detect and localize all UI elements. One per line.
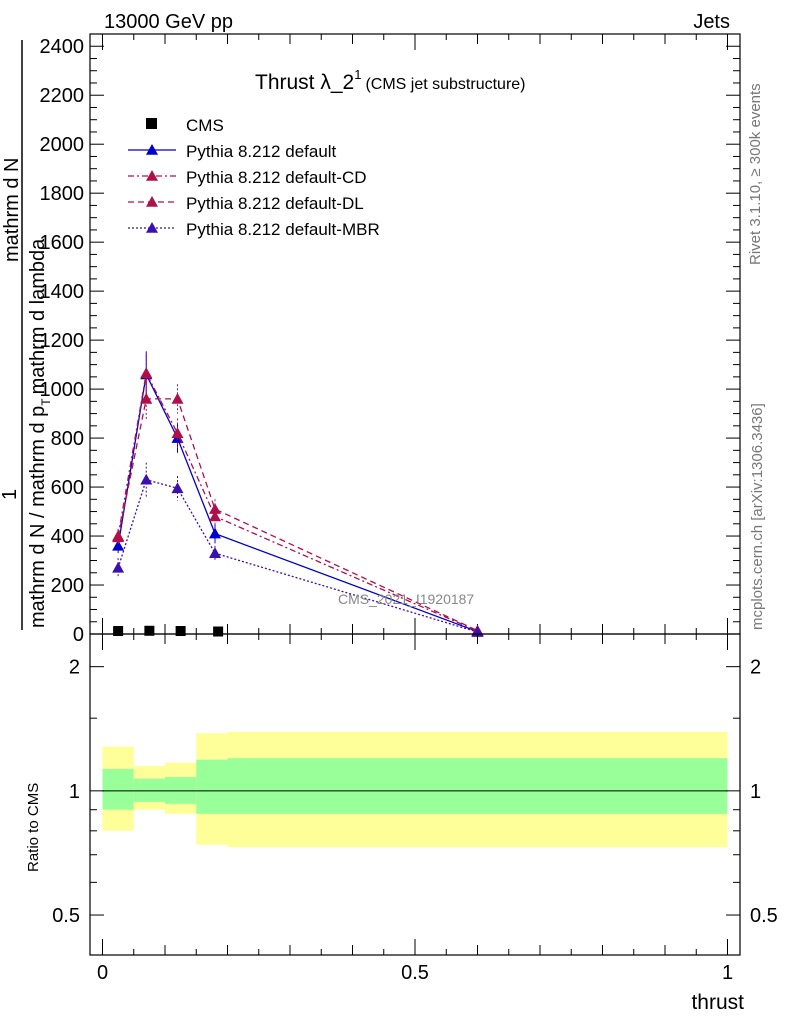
y-label-denominator-rest: mathrm d lambda bbox=[27, 238, 49, 394]
plot-title: Thrust λ_21 (CMS jet substructure) bbox=[255, 67, 526, 94]
ratio-y-tick-label: 0.5 bbox=[52, 905, 80, 927]
cms-data-point bbox=[175, 626, 186, 637]
y-tick-label: 1200 bbox=[40, 330, 85, 352]
series-marker bbox=[171, 427, 184, 438]
legend-label: CMS bbox=[186, 116, 224, 135]
series-marker bbox=[209, 503, 221, 514]
x-tick-label: 1 bbox=[722, 962, 733, 984]
y-label-denominator: mathrm d N / mathrm d pTmathrm d lambda bbox=[27, 238, 53, 628]
legend-marker-cms bbox=[146, 118, 157, 129]
series-marker bbox=[112, 531, 125, 543]
series-0 bbox=[113, 625, 224, 637]
main-plot-panel: 0 200 400 600 800 1000 1200 1400 1600 1800 2000 220… bbox=[40, 33, 741, 646]
legend-marker bbox=[146, 222, 158, 233]
plot-title-main: Thrust λ_2 bbox=[255, 71, 354, 94]
legend-marker bbox=[146, 196, 158, 207]
ratio-y-tick-label: 1 bbox=[69, 781, 80, 803]
series-marker bbox=[112, 539, 125, 551]
watermark: CMS_2021_I1920187 bbox=[338, 591, 474, 607]
cms-data-point bbox=[213, 626, 224, 637]
mcplots-label: mcplots.cern.ch [arXiv:1306.3436] bbox=[749, 403, 766, 630]
y-tick-label: 600 bbox=[51, 477, 84, 499]
energy-label: 13000 GeV pp bbox=[104, 11, 233, 33]
legend-label: Pythia 8.212 default-DL bbox=[186, 194, 364, 213]
y-tick-label: 2000 bbox=[40, 134, 85, 156]
ratio-y-tick-label-right: 0.5 bbox=[750, 905, 778, 927]
y-tick-label: 1800 bbox=[40, 183, 85, 205]
y-tick-label: 1400 bbox=[40, 281, 85, 303]
series-marker bbox=[171, 392, 184, 404]
y-label-lhs: mathrm d N bbox=[1, 158, 23, 262]
ratio-y-tick-label-right: 1 bbox=[750, 781, 761, 803]
series-marker bbox=[171, 482, 184, 494]
series-line bbox=[117, 478, 478, 633]
series-4 bbox=[112, 462, 484, 637]
legend-label: Pythia 8.212 default-MBR bbox=[186, 220, 380, 239]
y-label-numerator: 1 bbox=[0, 489, 21, 500]
series-marker bbox=[140, 473, 153, 485]
series-3 bbox=[112, 376, 484, 636]
ratio-band-green-4 bbox=[227, 758, 728, 814]
y-tick-label: 1000 bbox=[40, 379, 85, 401]
y-tick-label: 200 bbox=[51, 575, 84, 597]
x-tick-label: 0.5 bbox=[401, 962, 429, 984]
cms-data-point bbox=[144, 625, 155, 636]
y-label-denominator-t: T bbox=[39, 398, 53, 406]
legend-marker bbox=[146, 170, 158, 181]
ratio-band-green-1 bbox=[133, 778, 165, 802]
y-tick-label: 800 bbox=[51, 428, 84, 450]
ratio-y-label: Ratio to CMS bbox=[25, 783, 42, 872]
legend: CMS Pythia 8.212 default Pythia 8.212 defa… bbox=[128, 116, 380, 239]
ratio-plot-panel: 0 0.5 1 0.5 0.5 1 1 2 2 bbox=[52, 633, 778, 984]
ratio-y-tick-label: 2 bbox=[69, 657, 80, 679]
x-tick-label: 0 bbox=[97, 962, 108, 984]
ratio-band-green-3 bbox=[196, 759, 228, 814]
y-tick-label: 400 bbox=[51, 526, 84, 548]
y-tick-label: 2200 bbox=[40, 85, 85, 107]
y-tick-label: 0 bbox=[73, 624, 84, 646]
category-label: Jets bbox=[693, 11, 730, 33]
rivet-label: Rivet 3.1.10, ≥ 300k events bbox=[747, 83, 764, 265]
series-marker bbox=[209, 547, 221, 558]
plot-title-sup: 1 bbox=[354, 67, 361, 82]
series-marker bbox=[140, 367, 153, 378]
plot-title-sub: (CMS jet substructure) bbox=[365, 76, 525, 93]
legend-label: Pythia 8.212 default-CD bbox=[186, 168, 367, 187]
y-tick-label: 1600 bbox=[40, 232, 85, 254]
x-axis-label: thrust bbox=[691, 991, 744, 1014]
ratio-y-tick-label-right: 2 bbox=[750, 657, 761, 679]
y-tick-label: 2400 bbox=[40, 36, 85, 58]
y-label-denominator-top: mathrm d N / mathrm d p bbox=[27, 406, 49, 628]
series-marker bbox=[112, 561, 125, 573]
legend-marker bbox=[146, 144, 158, 155]
main-y-label: 1 mathrm d N mathrm d N / mathrm d pTmat… bbox=[0, 40, 53, 630]
cms-data-point bbox=[113, 626, 124, 637]
series-marker bbox=[140, 392, 153, 404]
ratio-band-green-0 bbox=[102, 768, 134, 810]
legend-label: Pythia 8.212 default bbox=[186, 142, 337, 161]
series-marker bbox=[209, 527, 221, 539]
